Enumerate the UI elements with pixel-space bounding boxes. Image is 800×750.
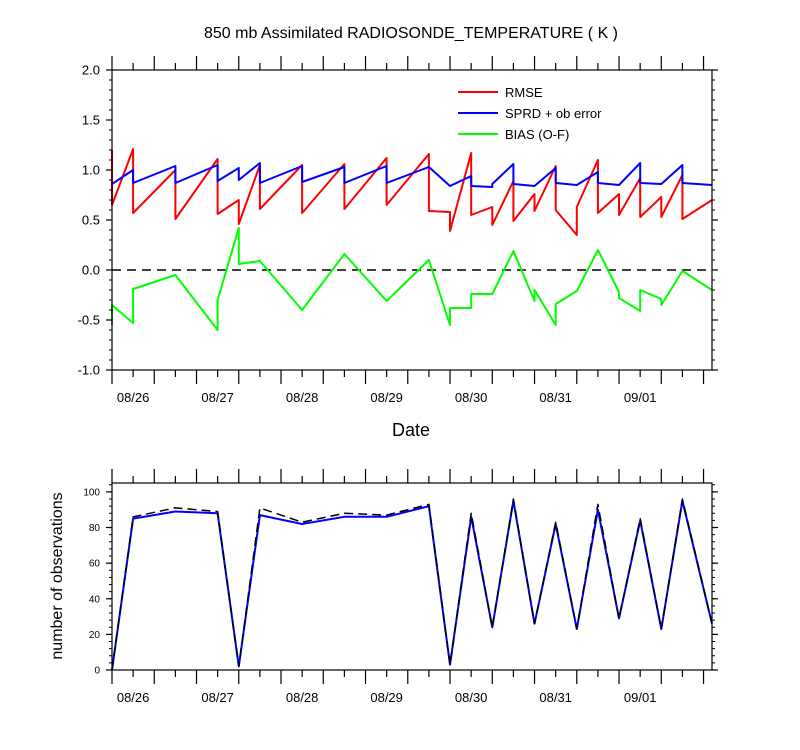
y-tick-label: 0.0 (82, 263, 100, 278)
y-tick-label: 60 (89, 559, 101, 570)
y-tick-label: 40 (89, 594, 101, 605)
y-tick-label: 0 (94, 666, 100, 677)
series-line-0 (111, 499, 713, 671)
x-tick-label: 08/26 (117, 390, 150, 405)
series-line-1 (111, 498, 713, 671)
x-tick-label: 08/27 (201, 690, 234, 705)
series-group (111, 148, 713, 331)
axis-ticks (106, 469, 718, 684)
y-tick-label: 100 (83, 487, 100, 498)
y-tick-label: 0.5 (82, 213, 100, 228)
legend-label: BIAS (O-F) (505, 127, 569, 142)
plot-frame (111, 69, 713, 371)
y-tick-label: -1.0 (78, 363, 100, 378)
axis-ticks (106, 56, 718, 384)
series-group (111, 498, 713, 671)
x-tick-label: 08/30 (455, 390, 488, 405)
legend: RMSE SPRD + ob error BIAS (O-F) (458, 85, 602, 142)
y-tick-label: 1.0 (82, 163, 100, 178)
x-tick-label: 08/27 (201, 390, 234, 405)
series-line-0 (111, 148, 713, 236)
y-tick-label: 1.5 (82, 113, 100, 128)
x-axis-label: Date (392, 420, 430, 440)
x-tick-label: 08/31 (539, 690, 572, 705)
legend-label: SPRD + ob error (505, 106, 602, 121)
x-tick-label: 08/29 (370, 390, 403, 405)
x-tick-label: 09/01 (624, 390, 657, 405)
series-line-1 (111, 162, 713, 188)
x-tick-label: 08/28 (286, 690, 319, 705)
y-tick-label: 20 (89, 630, 101, 641)
x-tick-label: 08/26 (117, 690, 150, 705)
x-tick-label: 08/29 (370, 690, 403, 705)
y-tick-label: 2.0 (82, 63, 100, 78)
legend-label: RMSE (505, 85, 543, 100)
x-tick-label: 08/28 (286, 390, 319, 405)
y-tick-label: -0.5 (78, 313, 100, 328)
y-tick-label: 80 (89, 523, 101, 534)
x-tick-labels: 08/26 08/27 08/28 08/29 08/30 08/31 09/01 (117, 690, 657, 705)
x-tick-label: 08/30 (455, 690, 488, 705)
chart-title: 850 mb Assimilated RADIOSONDE_TEMPERATUR… (204, 25, 618, 42)
y-axis-label: number of observations (49, 492, 66, 659)
plot-frame (111, 482, 713, 671)
x-tick-label: 08/31 (539, 390, 572, 405)
y-tick-labels: 0 20 40 60 80 100 (83, 487, 100, 676)
bias-rmse-chart: 850 mb Assimilated RADIOSONDE_TEMPERATUR… (78, 25, 718, 440)
y-tick-labels: -1.0 -0.5 0.0 0.5 1.0 1.5 2.0 (78, 63, 100, 378)
x-tick-labels: 08/26 08/27 08/28 08/29 08/30 08/31 09/01 (117, 390, 657, 405)
x-tick-label: 09/01 (624, 690, 657, 705)
series-line-2 (111, 227, 713, 331)
